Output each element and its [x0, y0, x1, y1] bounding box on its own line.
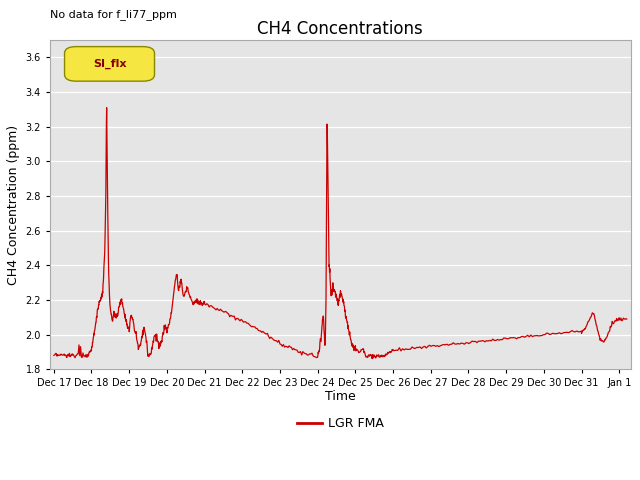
Text: No data for f_li77_ppm: No data for f_li77_ppm — [50, 10, 177, 20]
Y-axis label: CH4 Concentration (ppm): CH4 Concentration (ppm) — [7, 124, 20, 285]
Text: SI_flx: SI_flx — [93, 59, 126, 69]
X-axis label: Time: Time — [325, 390, 356, 403]
Title: CH4 Concentrations: CH4 Concentrations — [257, 21, 423, 38]
Legend: LGR FMA: LGR FMA — [292, 412, 389, 435]
FancyBboxPatch shape — [65, 47, 154, 81]
